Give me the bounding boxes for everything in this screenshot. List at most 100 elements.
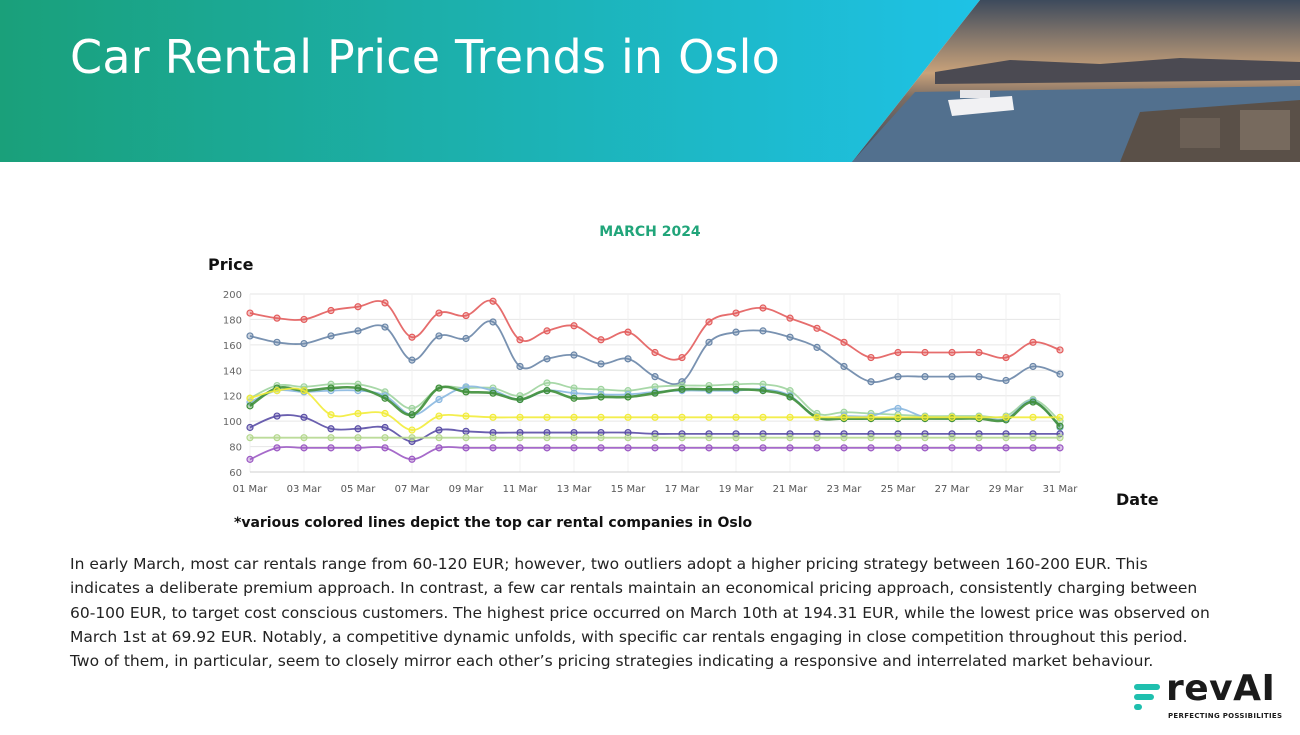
y-tick-label: 60: [229, 468, 242, 479]
data-point: [597, 428, 605, 437]
data-point: [327, 434, 335, 442]
data-point: [759, 304, 767, 312]
data-point: [1056, 370, 1064, 378]
y-tick-label: 180: [223, 315, 242, 326]
data-point: [381, 409, 389, 418]
x-tick-label: 19 Mar: [719, 484, 755, 495]
data-point: [732, 385, 740, 393]
data-point: [1029, 338, 1037, 346]
y-tick-label: 120: [223, 392, 242, 403]
data-point: [948, 373, 956, 381]
data-point: [1002, 434, 1010, 442]
data-point: [786, 444, 794, 452]
data-point: [1029, 444, 1037, 452]
data-point: [354, 409, 362, 418]
data-point: [597, 360, 605, 368]
data-point: [921, 444, 929, 452]
data-point: [678, 413, 686, 421]
data-point: [516, 428, 524, 437]
data-point: [300, 339, 308, 348]
data-point: [759, 434, 767, 442]
data-point: [624, 413, 632, 421]
data-point: [624, 434, 632, 442]
data-point: [975, 373, 983, 381]
data-point: [462, 427, 470, 435]
data-point: [759, 387, 767, 395]
x-axis-label: Date: [1116, 490, 1159, 509]
data-point: [732, 413, 740, 421]
data-point: [489, 413, 497, 421]
data-point: [840, 434, 848, 442]
x-tick-label: 23 Mar: [827, 484, 863, 495]
data-point: [570, 444, 578, 452]
data-point: [381, 423, 389, 432]
x-tick-label: 17 Mar: [665, 484, 701, 495]
data-point: [840, 362, 848, 371]
data-point: [543, 379, 551, 387]
data-point: [462, 388, 470, 396]
data-point: [651, 389, 659, 397]
data-point: [408, 356, 416, 364]
data-point: [435, 412, 443, 420]
series-line: [249, 320, 1061, 386]
data-point: [408, 426, 416, 434]
data-point: [624, 393, 632, 401]
data-point: [489, 428, 497, 437]
data-point: [273, 338, 281, 346]
data-point: [408, 411, 416, 419]
data-point: [1002, 353, 1010, 362]
data-point: [381, 323, 389, 331]
data-point: [381, 444, 389, 452]
x-tick-label: 15 Mar: [611, 484, 647, 495]
data-point: [867, 444, 875, 452]
data-point: [651, 434, 659, 442]
data-point: [543, 355, 551, 363]
series-line: [249, 387, 1060, 431]
x-tick-label: 07 Mar: [395, 484, 431, 495]
data-point: [624, 444, 632, 452]
data-point: [1002, 444, 1010, 452]
data-point: [597, 393, 605, 401]
data-point: [354, 384, 362, 392]
data-point: [408, 455, 416, 463]
data-point: [273, 412, 281, 420]
page-title: Car Rental Price Trends in Oslo: [70, 30, 780, 84]
data-point: [894, 348, 902, 357]
data-point: [570, 351, 578, 359]
data-point: [597, 336, 605, 344]
data-point: [327, 306, 335, 315]
data-point: [948, 434, 956, 442]
data-point: [462, 334, 470, 343]
data-point: [570, 322, 578, 330]
data-point: [705, 385, 713, 393]
data-point: [327, 425, 335, 433]
data-point: [435, 434, 443, 442]
data-point: [489, 318, 497, 326]
data-point: [300, 444, 308, 452]
x-tick-label: 03 Mar: [287, 484, 323, 495]
data-point: [921, 434, 929, 442]
data-point: [705, 318, 713, 326]
x-tick-label: 21 Mar: [773, 484, 809, 495]
data-point: [570, 384, 578, 392]
data-point: [516, 395, 524, 404]
data-point: [948, 348, 956, 357]
oslo-harbor-photo: [852, 0, 1300, 162]
data-point: [246, 455, 254, 463]
data-point: [678, 385, 686, 393]
price-line-chart: 60 80 100 120 140 160 180 200 01 Mar 03 Mar 05 Mar…: [223, 290, 1078, 495]
data-point: [732, 328, 740, 336]
data-point: [705, 434, 713, 442]
data-point: [840, 444, 848, 452]
data-point: [813, 444, 821, 452]
data-point: [759, 413, 767, 421]
data-point: [327, 332, 335, 340]
data-point: [921, 348, 929, 357]
data-point: [543, 413, 551, 421]
x-tick-label: 27 Mar: [935, 484, 971, 495]
data-point: [678, 353, 686, 362]
data-point: [435, 395, 443, 404]
data-point: [975, 444, 983, 452]
data-point: [678, 434, 686, 442]
chart-title: MARCH 2024: [599, 224, 701, 240]
